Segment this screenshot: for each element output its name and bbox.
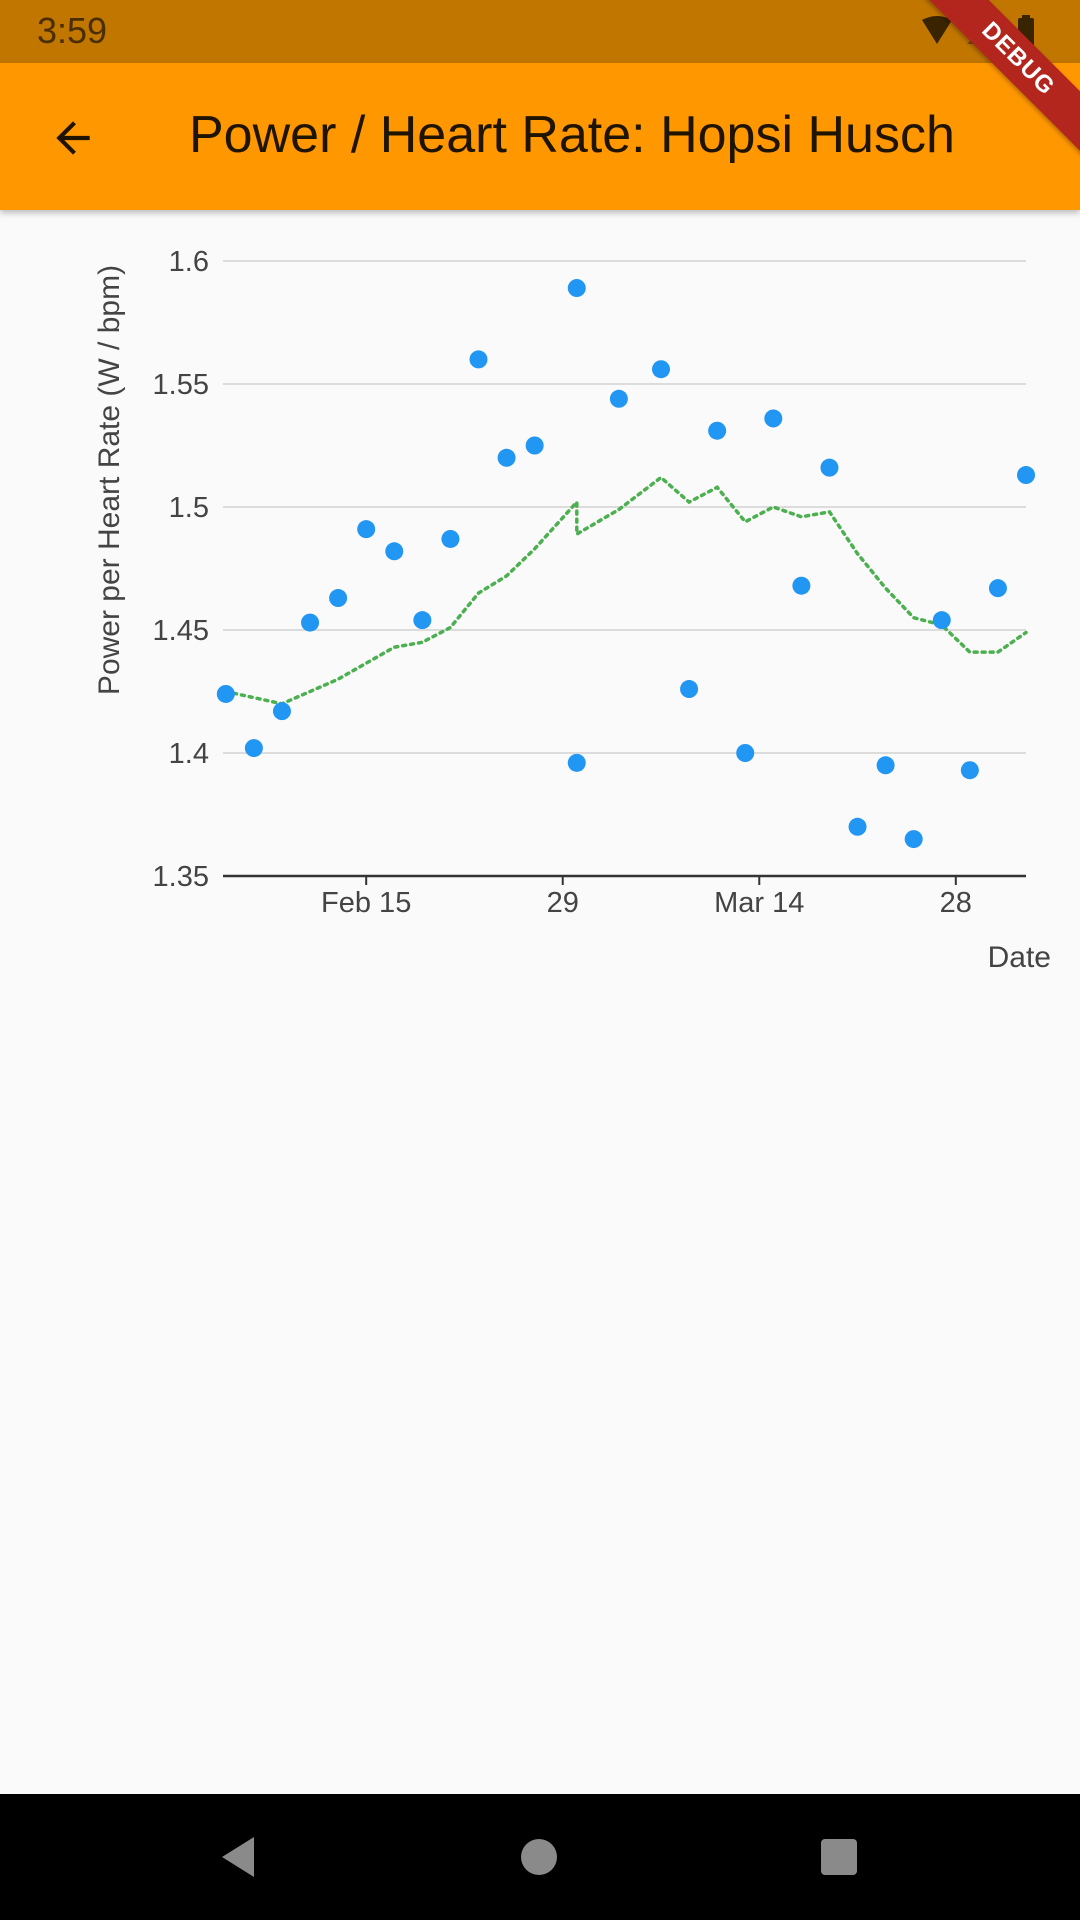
data-point bbox=[792, 576, 811, 595]
data-point bbox=[708, 421, 727, 440]
y-tick-label: 1.6 bbox=[169, 246, 209, 278]
data-point bbox=[736, 744, 755, 762]
data-point bbox=[680, 680, 699, 699]
data-point bbox=[357, 520, 376, 539]
app-bar: Power / Heart Rate: Hopsi Husch bbox=[0, 63, 1080, 210]
y-tick-label: 1.45 bbox=[153, 615, 209, 647]
navigation-bar bbox=[0, 1794, 1080, 1920]
data-point bbox=[932, 611, 951, 630]
trend-line bbox=[224, 475, 1028, 706]
data-point bbox=[820, 458, 839, 477]
signal-icon bbox=[967, 16, 997, 44]
data-point bbox=[525, 436, 544, 455]
nav-home-icon[interactable] bbox=[514, 1832, 564, 1882]
data-point bbox=[469, 350, 488, 369]
page-title: Power / Heart Rate: Hopsi Husch bbox=[189, 106, 955, 164]
status-bar: 3:59 bbox=[0, 0, 1080, 63]
data-point bbox=[567, 753, 586, 772]
data-point bbox=[848, 817, 867, 836]
data-point bbox=[904, 830, 923, 849]
x-tick-label: Mar 14 bbox=[714, 887, 804, 919]
y-axis-label: Power per Heart Rate (W / bpm) bbox=[93, 265, 126, 695]
data-point bbox=[385, 542, 404, 561]
data-point bbox=[988, 579, 1007, 598]
status-icons bbox=[922, 15, 1034, 46]
x-tick-label: 28 bbox=[940, 887, 972, 919]
y-axis-tick-labels: 1.35 1.4 1.45 1.5 1.55 1.6 bbox=[153, 246, 209, 893]
chart-area: 1.35 1.4 1.45 1.5 1.55 1.6 Feb 15 29 Mar 14 28 P… bbox=[0, 210, 1080, 1010]
scatter-chart: 1.35 1.4 1.45 1.5 1.55 1.6 Feb 15 29 Mar 14 28 P… bbox=[93, 246, 1051, 974]
data-point bbox=[764, 409, 783, 428]
status-time: 3:59 bbox=[37, 10, 108, 51]
arrow-back-icon bbox=[56, 121, 90, 155]
points-series bbox=[216, 279, 1035, 849]
y-tick-label: 1.5 bbox=[169, 492, 209, 524]
data-point bbox=[216, 684, 235, 703]
y-tick-label: 1.35 bbox=[153, 861, 209, 893]
data-point bbox=[960, 761, 979, 780]
data-point bbox=[567, 279, 586, 298]
data-point bbox=[272, 702, 291, 721]
data-point bbox=[497, 448, 516, 467]
nav-recents-icon[interactable] bbox=[814, 1832, 864, 1882]
data-point bbox=[609, 389, 628, 408]
grid-lines bbox=[223, 260, 1026, 754]
data-point bbox=[413, 611, 432, 630]
data-point bbox=[301, 613, 320, 632]
data-point bbox=[244, 739, 263, 758]
y-tick-label: 1.55 bbox=[153, 369, 209, 401]
trend-series bbox=[224, 475, 1028, 706]
x-tick-label: Feb 15 bbox=[321, 887, 411, 919]
data-point bbox=[652, 360, 670, 379]
back-button[interactable] bbox=[38, 103, 108, 173]
data-point bbox=[876, 756, 895, 775]
nav-back-icon[interactable] bbox=[214, 1832, 264, 1882]
data-point bbox=[441, 529, 460, 548]
data-point bbox=[1017, 466, 1035, 485]
data-point bbox=[329, 589, 348, 608]
y-tick-label: 1.4 bbox=[169, 738, 209, 770]
x-axis-label: Date bbox=[988, 941, 1051, 974]
wifi-icon bbox=[922, 16, 952, 44]
battery-icon bbox=[1018, 15, 1034, 46]
x-tick-label: 29 bbox=[547, 887, 579, 919]
x-axis-tick-labels: Feb 15 29 Mar 14 28 bbox=[321, 876, 972, 919]
